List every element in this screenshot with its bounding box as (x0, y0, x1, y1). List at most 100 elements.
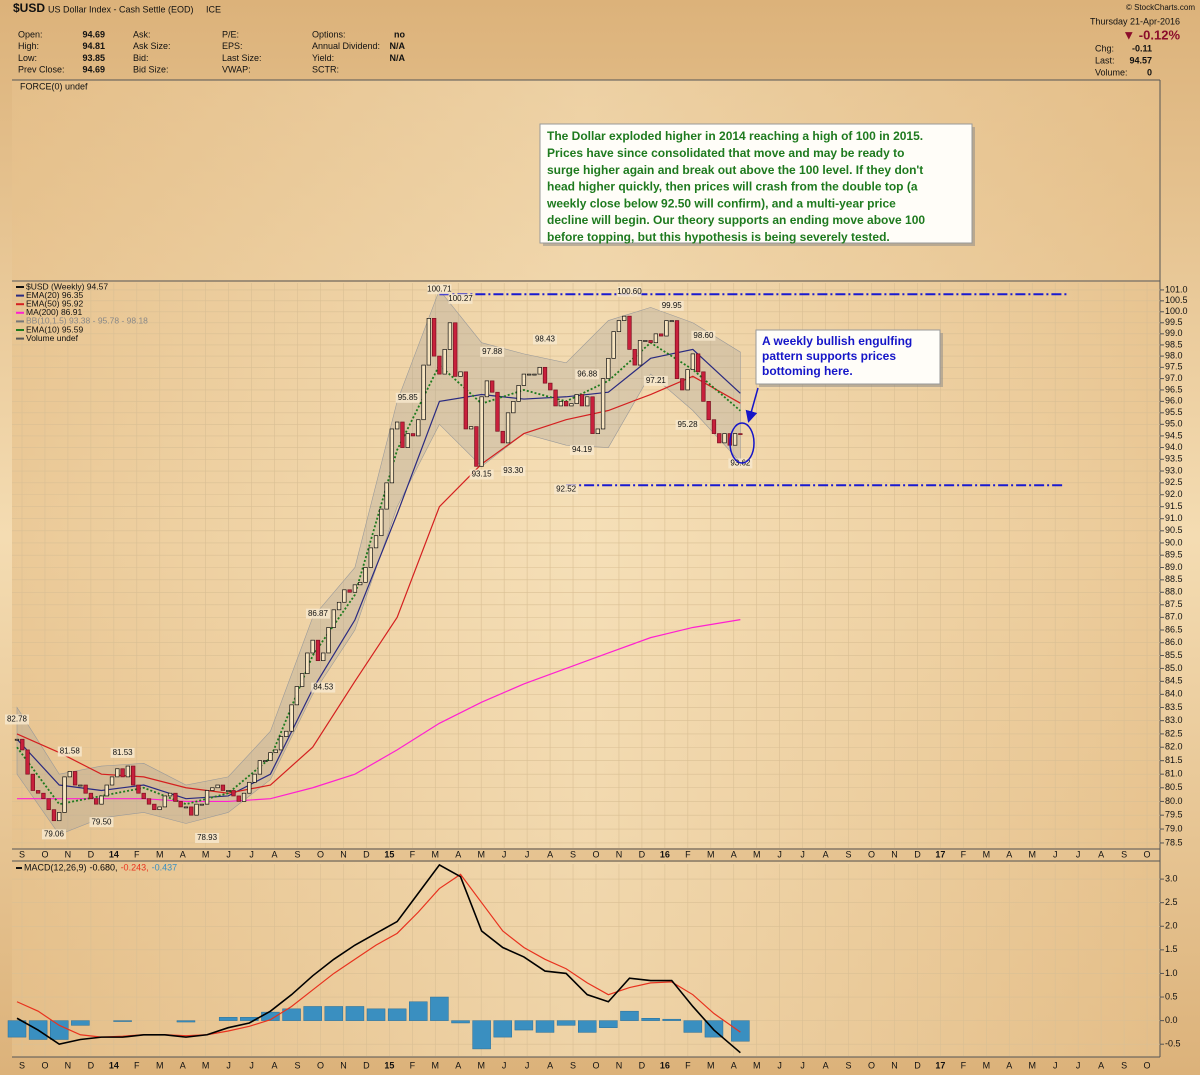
x-tick-label: A (272, 1060, 278, 1070)
stat-label: Last Size: (222, 53, 262, 63)
x-tick-label: S (295, 849, 301, 859)
note-text: pattern supports prices (762, 349, 896, 363)
candle (25, 749, 30, 775)
candle (511, 401, 516, 414)
y-tick-label: 79.0 (1165, 823, 1183, 833)
legend-label: EMA(20) 96.35 (26, 290, 83, 300)
x-tick-label: A (823, 1060, 829, 1070)
x-tick-label: 14 (109, 1060, 119, 1070)
y-tick-label: 97.0 (1165, 373, 1183, 383)
x-tick-label: M (707, 849, 715, 859)
candle (616, 320, 622, 332)
y-tick-label: 100.5 (1165, 295, 1188, 305)
y-tick-label: 80.5 (1165, 782, 1183, 792)
x-tick-label: A (1098, 1060, 1104, 1070)
annotation-bg (675, 419, 700, 430)
candle (220, 784, 226, 791)
y-tick-label: 80.0 (1165, 796, 1183, 806)
legend-label: -0.680, (90, 862, 118, 872)
y-tick-label: 94.5 (1165, 430, 1183, 440)
candle (310, 639, 315, 654)
annotation-bg (554, 484, 579, 495)
x-tick-label: D (363, 849, 370, 859)
y-tick-label: 82.5 (1165, 728, 1183, 738)
x-tick-label: D (914, 1060, 921, 1070)
candle (252, 773, 257, 783)
x-tick-label: J (800, 849, 805, 859)
y-tick-label: 2.0 (1165, 921, 1178, 931)
y-tick-label: 1.0 (1165, 968, 1178, 978)
legend-label: EMA(10) 95.59 (26, 324, 83, 334)
candle (331, 609, 336, 628)
y-tick-label: 93.0 (1165, 465, 1183, 475)
annotation-label: 100.27 (448, 294, 473, 303)
candle (57, 812, 62, 822)
candle (315, 639, 321, 662)
x-tick-label: S (1121, 1060, 1127, 1070)
y-tick-label: 92.0 (1165, 489, 1183, 499)
y-tick-label: 82.0 (1165, 742, 1183, 752)
histogram-bar (599, 1020, 618, 1028)
candle (738, 433, 743, 435)
y-tick-label: 86.5 (1165, 624, 1183, 634)
x-tick-label: N (340, 1060, 347, 1070)
candle (336, 601, 342, 611)
candle (94, 798, 99, 805)
candle (484, 380, 490, 398)
candle (289, 704, 294, 732)
histogram-bar (620, 1010, 639, 1021)
x-tick-label: F (410, 849, 416, 859)
y-tick-label: 88.0 (1165, 587, 1183, 597)
x-tick-label: M (477, 849, 485, 859)
candle (479, 396, 484, 467)
x-tick-label: S (570, 1060, 576, 1070)
note-text: Prices have since consolidated that move… (547, 146, 904, 160)
histogram-bar (49, 1020, 69, 1040)
stat-label: High: (18, 41, 39, 51)
y-tick-label: 79.5 (1165, 810, 1183, 820)
candle (157, 806, 162, 811)
y-tick-label: 85.5 (1165, 650, 1183, 660)
histogram-bar (472, 1020, 491, 1050)
y-tick-label: 93.5 (1165, 454, 1183, 464)
x-tick-label: A (180, 1060, 186, 1070)
x-tick-label: D (363, 1060, 370, 1070)
x-tick-label: J (1076, 1060, 1081, 1070)
candle (532, 373, 537, 376)
histogram-bar (387, 1008, 407, 1021)
candle (342, 589, 347, 603)
y-tick-label: 91.5 (1165, 501, 1183, 511)
candle (722, 433, 727, 444)
ma-line (16, 375, 741, 794)
annotation-bg (569, 445, 594, 456)
note-text: A weekly bullish engulfing (762, 334, 912, 348)
candle (379, 508, 384, 537)
stat-label: P/E: (222, 29, 239, 39)
y-tick-label: 81.0 (1165, 769, 1183, 779)
x-tick-label: 17 (935, 1060, 945, 1070)
x-tick-label: F (134, 1060, 140, 1070)
annotation-label: 100.71 (427, 284, 452, 293)
y-tick-label: 97.5 (1165, 362, 1183, 372)
annotation-label: 95.85 (398, 393, 419, 402)
candle (368, 547, 373, 568)
stat-value: 93.85 (82, 53, 105, 63)
x-tick-label: A (1098, 849, 1104, 859)
x-tick-label: O (1144, 1060, 1151, 1070)
note-text: before topping, but this hypothesis is b… (547, 230, 890, 244)
histogram-bar (218, 1017, 238, 1021)
candle (474, 426, 479, 467)
y-tick-label: 95.5 (1165, 407, 1183, 417)
y-tick-label: 99.5 (1165, 317, 1183, 327)
stat-label: Annual Dividend: (312, 41, 380, 51)
histogram-bar (683, 1020, 703, 1033)
stat-label: Last: (1095, 55, 1115, 65)
x-tick-label: F (961, 1060, 967, 1070)
annotation-bg (311, 682, 336, 693)
stat-value: 0 (1147, 67, 1152, 77)
annotation-label: 78.93 (197, 833, 218, 842)
candle (611, 331, 616, 359)
candle (284, 730, 289, 737)
x-tick-label: N (65, 849, 72, 859)
